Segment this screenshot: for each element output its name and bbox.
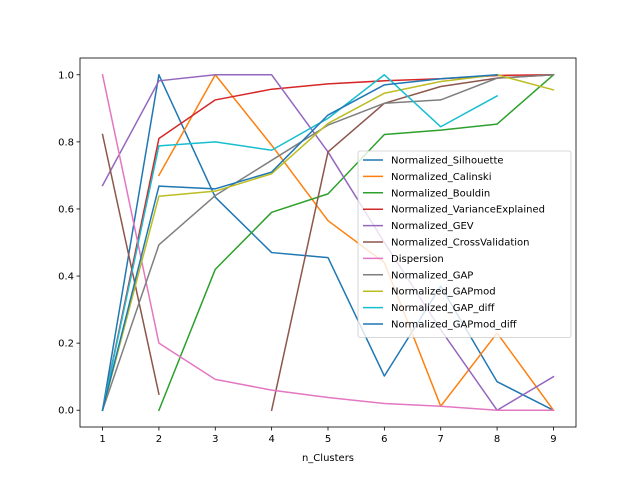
legend-label: Normalized_GAPmod_diff <box>391 320 518 331</box>
y-tick-label: 0.6 <box>58 204 74 215</box>
legend-label: Normalized_VarianceExplained <box>391 205 545 216</box>
x-tick-label: 1 <box>99 434 105 445</box>
y-tick-label: 1.0 <box>58 70 74 81</box>
legend-label: Normalized_CrossValidation <box>391 238 530 249</box>
series-line-normalized-bouldin <box>157 73 555 412</box>
legend-label: Dispersion <box>391 254 444 265</box>
x-tick-label: 6 <box>381 434 387 445</box>
x-tick-label: 3 <box>212 434 218 445</box>
legend-label: Normalized_GAP_diff <box>391 303 495 314</box>
series-line-normalized-gap <box>101 73 555 412</box>
y-tick-label: 0.2 <box>58 339 74 350</box>
legend-label: Normalized_Bouldin <box>391 188 490 199</box>
x-tick-label: 5 <box>325 434 331 445</box>
x-tick-label: 7 <box>438 434 444 445</box>
x-tick-label: 9 <box>550 434 556 445</box>
series-line-normalized-gapmod <box>101 74 555 412</box>
y-tick-label: 0.8 <box>58 137 74 148</box>
legend-label: Normalized_Calinski <box>391 172 492 183</box>
y-axis-ticks: 0.0 0.2 0.4 0.6 0.8 1.0 <box>58 70 80 417</box>
series-line-normalized-calinski <box>157 74 555 412</box>
x-axis-title: n_Clusters <box>302 453 354 464</box>
y-tick-label: 0.4 <box>58 272 74 283</box>
legend-label: Normalized_GEV <box>391 221 474 232</box>
series-line-normalized-silhouette <box>101 74 555 412</box>
legend-label: Normalized_GAP <box>391 270 473 281</box>
x-tick-label: 8 <box>494 434 500 445</box>
x-tick-label: 4 <box>268 434 274 445</box>
plot-lines <box>101 73 555 412</box>
legend-box <box>357 150 572 338</box>
series-line-normalized-gapmod-diff <box>101 73 498 412</box>
legend: Normalized_Silhouette Normalized_Calinski… <box>357 150 572 338</box>
series-line-normalized-gap-diff <box>101 74 499 412</box>
series-line-dispersion <box>101 73 555 411</box>
legend-label: Normalized_GAPmod <box>391 287 496 298</box>
x-tick-label: 2 <box>156 434 162 445</box>
y-tick-label: 0.0 <box>58 406 74 417</box>
x-axis-ticks: 1 2 3 4 5 6 7 8 9 <box>99 427 557 445</box>
legend-label: Normalized_Silhouette <box>391 156 504 167</box>
